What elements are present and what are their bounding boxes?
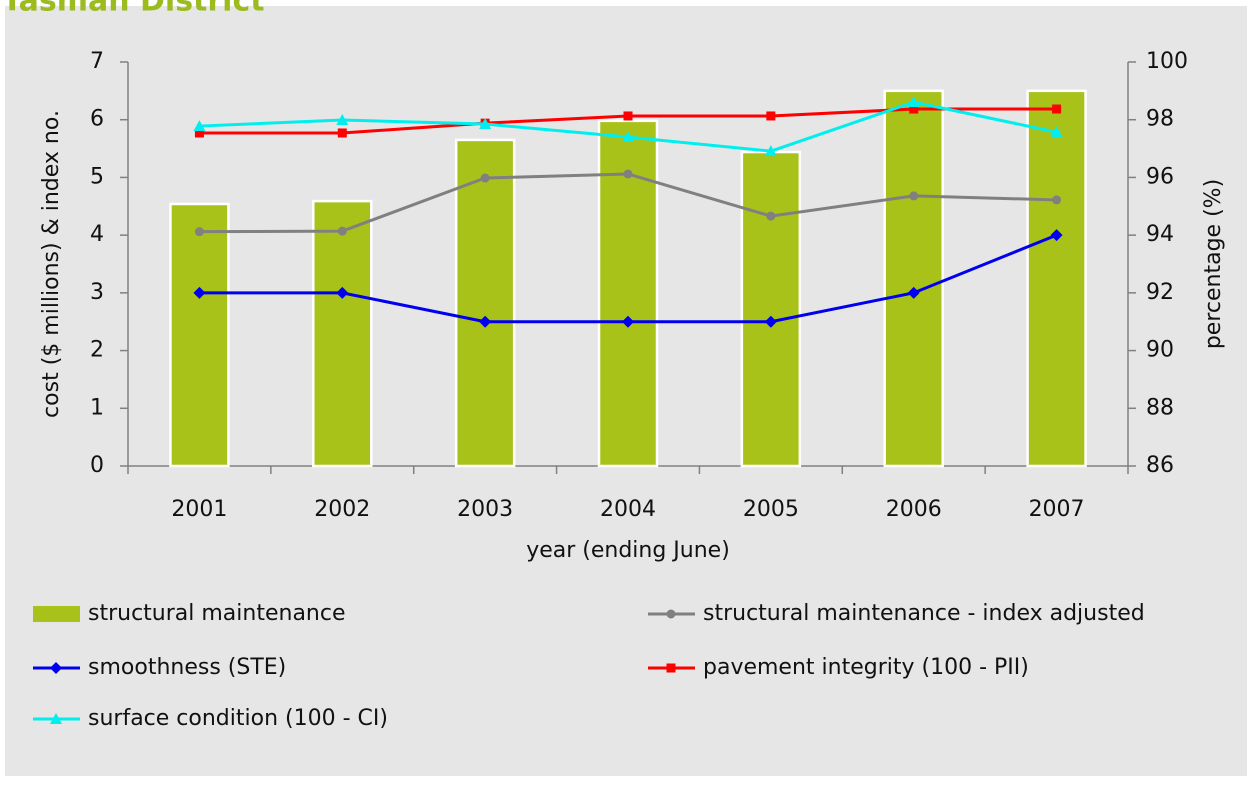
y-tick-label: 2 — [90, 338, 104, 363]
y-tick-label: 7 — [90, 49, 104, 74]
point — [1052, 195, 1062, 205]
point — [193, 286, 206, 299]
y2-tick-label: 100 — [1146, 49, 1188, 74]
point — [622, 315, 634, 328]
point — [907, 286, 920, 299]
bar — [740, 150, 802, 468]
legend-swatch — [33, 606, 80, 622]
y-tick-label: 0 — [90, 453, 104, 478]
bar — [1026, 89, 1087, 468]
y-tick-label: 4 — [90, 222, 104, 247]
y2-tick-label: 98 — [1146, 107, 1174, 132]
y-tick-label: 3 — [90, 280, 104, 305]
x-tick-label: 2001 — [171, 497, 227, 522]
bar — [169, 202, 230, 468]
legend-label: smoothness (STE) — [88, 655, 286, 680]
x-tick-label: 2002 — [314, 497, 370, 522]
point — [336, 286, 349, 299]
point — [623, 169, 633, 179]
point — [764, 145, 777, 157]
y2-tick-label: 90 — [1146, 338, 1174, 363]
x-tick-label: 2007 — [1029, 497, 1085, 522]
y2-tick-label: 88 — [1146, 395, 1174, 420]
point — [337, 128, 347, 138]
legend-marker — [666, 663, 676, 673]
bar — [454, 138, 516, 468]
legend-label: structural maintenance - index adjusted — [703, 601, 1145, 626]
x-tick-label: 2003 — [457, 497, 513, 522]
x-tick-label: 2005 — [743, 497, 799, 522]
y2-tick-label: 94 — [1146, 222, 1174, 247]
point — [622, 131, 634, 143]
chart-title: Tasman District — [2, 0, 265, 19]
bar — [312, 199, 373, 468]
point — [336, 114, 349, 126]
point — [623, 111, 633, 121]
legend-marker — [666, 609, 676, 619]
legend-label: structural maintenance — [88, 601, 346, 626]
y2-axis-label: percentage (%) — [1201, 179, 1226, 349]
point — [337, 226, 347, 236]
y-tick-label: 6 — [90, 107, 104, 132]
legend-label: surface condition (100 - CI) — [88, 706, 388, 731]
y2-tick-label: 92 — [1146, 280, 1174, 305]
x-tick-label: 2004 — [600, 497, 656, 522]
point — [766, 111, 776, 121]
legend-marker — [50, 713, 62, 724]
point — [479, 118, 492, 130]
legend-label: pavement integrity (100 - PII) — [703, 655, 1029, 680]
y2-tick-label: 96 — [1146, 164, 1174, 189]
point — [764, 315, 777, 328]
point — [766, 211, 776, 221]
point — [1050, 229, 1063, 242]
y2-tick-label: 86 — [1146, 453, 1174, 478]
point — [479, 315, 492, 328]
point — [194, 128, 204, 138]
bar — [883, 89, 944, 468]
point — [1050, 126, 1063, 138]
legend-marker — [50, 662, 62, 674]
x-tick-label: 2006 — [886, 497, 942, 522]
x-axis-label: year (ending June) — [526, 538, 730, 563]
point — [193, 120, 206, 132]
point — [909, 191, 919, 201]
point — [480, 173, 490, 183]
point — [194, 227, 204, 237]
y-axis-label: cost ($ millions) & index no. — [39, 110, 64, 418]
y-tick-label: 1 — [90, 395, 104, 420]
point — [1052, 104, 1062, 114]
point — [909, 104, 919, 114]
y-tick-label: 5 — [90, 164, 104, 189]
point — [907, 96, 920, 108]
